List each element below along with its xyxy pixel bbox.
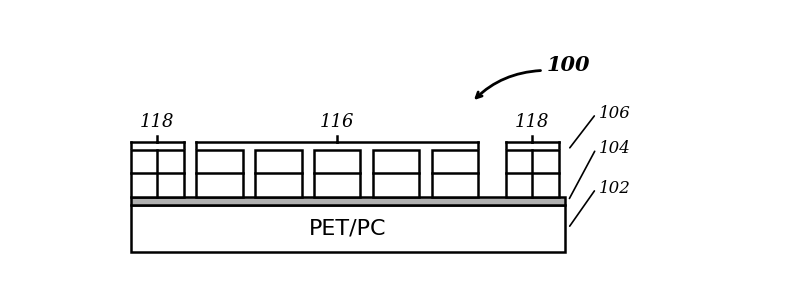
Text: 104: 104 xyxy=(599,140,631,157)
Bar xyxy=(131,150,184,197)
Text: 100: 100 xyxy=(546,55,590,74)
Bar xyxy=(131,197,565,205)
Bar xyxy=(506,150,558,197)
Bar xyxy=(314,150,360,197)
Text: PET/PC: PET/PC xyxy=(310,219,386,238)
Bar xyxy=(131,205,565,252)
Text: 102: 102 xyxy=(599,180,631,197)
Bar xyxy=(196,150,242,197)
Bar xyxy=(255,150,302,197)
Text: 116: 116 xyxy=(320,112,354,131)
Text: 106: 106 xyxy=(599,105,631,122)
Bar xyxy=(432,150,478,197)
Text: 118: 118 xyxy=(140,112,174,131)
Bar xyxy=(373,150,419,197)
Text: 118: 118 xyxy=(515,112,550,131)
